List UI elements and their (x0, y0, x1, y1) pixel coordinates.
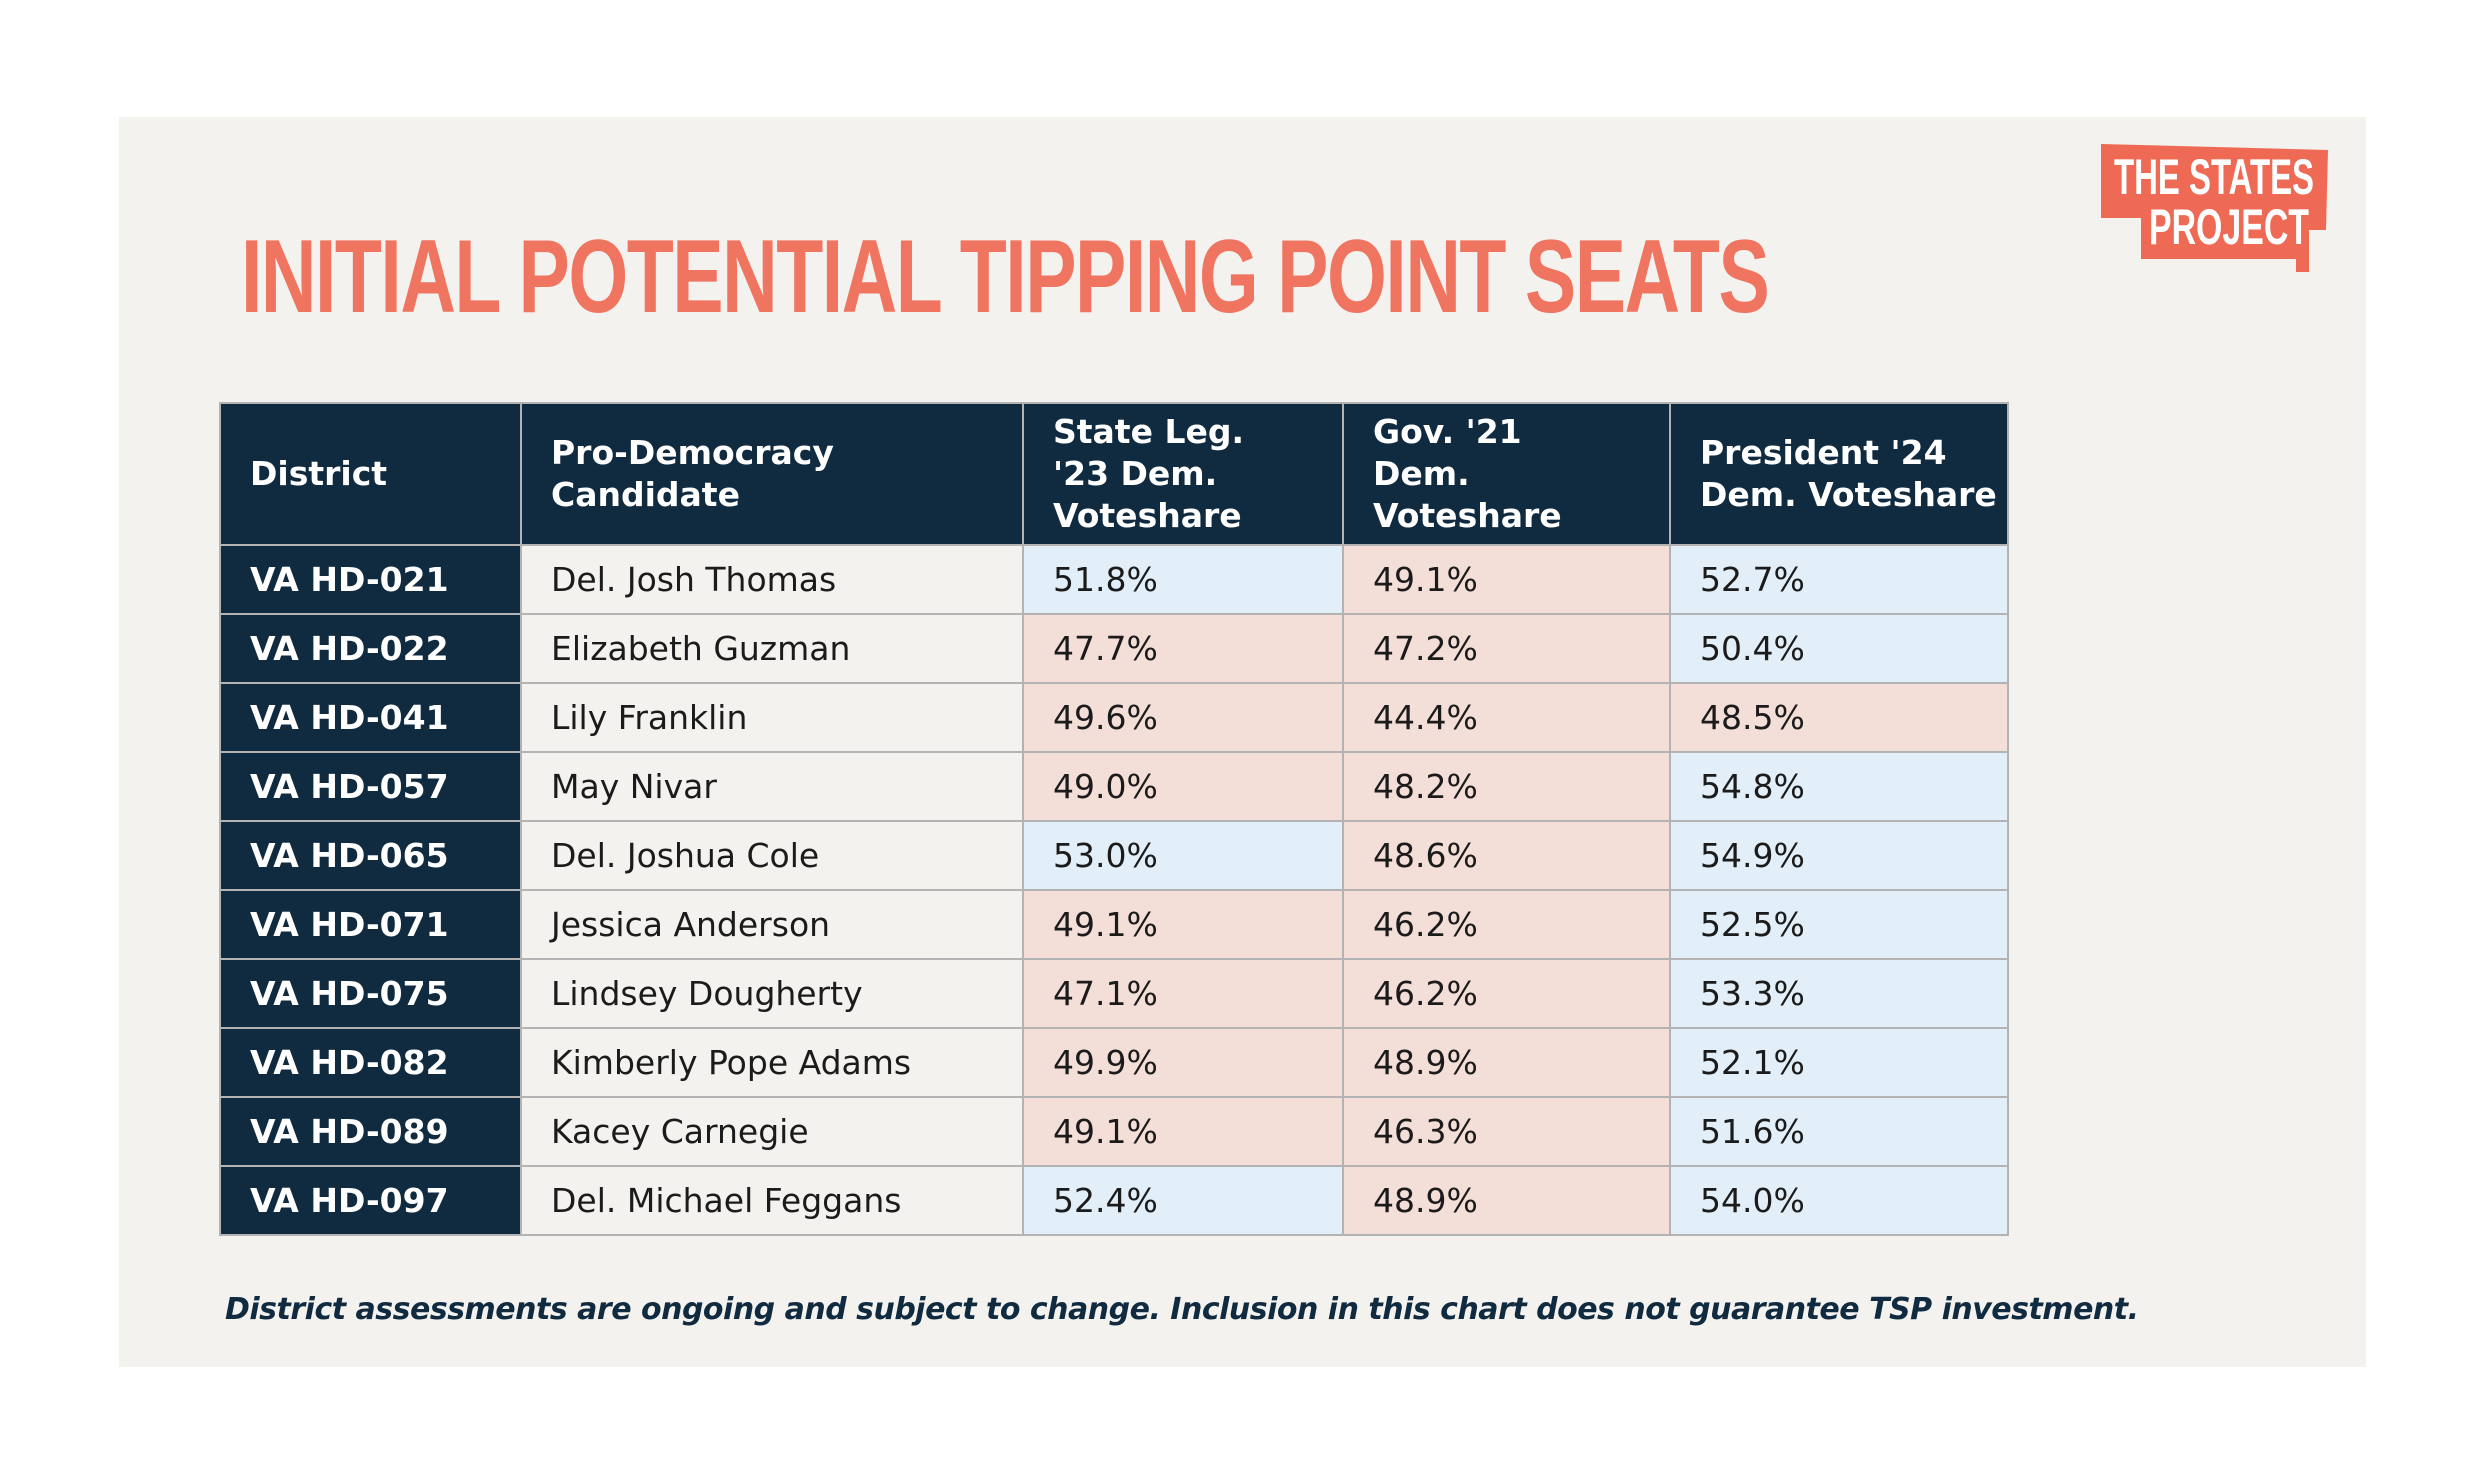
district-cell: VA HD-041 (219, 682, 522, 753)
candidate-cell: Del. Josh Thomas (520, 544, 1024, 615)
candidate-cell: Lily Franklin (520, 682, 1024, 753)
table-row: VA HD-057 May Nivar 49.0% 48.2% 54.8% (219, 751, 2009, 822)
table-row: VA HD-089 Kacey Carnegie 49.1% 46.3% 51.… (219, 1096, 2009, 1167)
candidate-cell: Jessica Anderson (520, 889, 1024, 960)
table-row: VA HD-065 Del. Joshua Cole 53.0% 48.6% 5… (219, 820, 2009, 891)
state-leg-23-cell: 53.0% (1022, 820, 1344, 891)
state-leg-23-cell: 49.6% (1022, 682, 1344, 753)
gov-21-cell: 49.1% (1342, 544, 1671, 615)
candidate-cell: Elizabeth Guzman (520, 613, 1024, 684)
candidate-cell: Del. Michael Feggans (520, 1165, 1024, 1236)
president-24-cell: 52.7% (1669, 544, 2009, 615)
header-president-24: President '24 Dem. Voteshare (1669, 402, 2009, 546)
candidate-cell: Kimberly Pope Adams (520, 1027, 1024, 1098)
president-24-cell: 54.8% (1669, 751, 2009, 822)
table-row: VA HD-022 Elizabeth Guzman 47.7% 47.2% 5… (219, 613, 2009, 684)
gov-21-cell: 48.9% (1342, 1027, 1671, 1098)
header-district: District (219, 402, 522, 546)
candidate-cell: May Nivar (520, 751, 1024, 822)
district-cell: VA HD-089 (219, 1096, 522, 1167)
president-24-cell: 52.1% (1669, 1027, 2009, 1098)
district-cell: VA HD-057 (219, 751, 522, 822)
candidate-cell: Kacey Carnegie (520, 1096, 1024, 1167)
district-cell: VA HD-071 (219, 889, 522, 960)
district-cell: VA HD-097 (219, 1165, 522, 1236)
state-leg-23-cell: 47.7% (1022, 613, 1344, 684)
header-state-leg-23: State Leg. '23 Dem. Voteshare (1022, 402, 1344, 546)
district-cell: VA HD-021 (219, 544, 522, 615)
table-row: VA HD-097 Del. Michael Feggans 52.4% 48.… (219, 1165, 2009, 1236)
header-gov-21: Gov. '21 Dem. Voteshare (1342, 402, 1671, 546)
the-states-project-logo: THE STATES PROJECT (2101, 144, 2328, 272)
table-row: VA HD-075 Lindsey Dougherty 47.1% 46.2% … (219, 958, 2009, 1029)
table-row: VA HD-041 Lily Franklin 49.6% 44.4% 48.5… (219, 682, 2009, 753)
header-candidate: Pro-Democracy Candidate (520, 402, 1024, 546)
footnote: District assessments are ongoing and sub… (225, 1292, 2139, 1327)
district-cell: VA HD-022 (219, 613, 522, 684)
logo-shape (2101, 144, 2328, 272)
candidate-cell: Del. Joshua Cole (520, 820, 1024, 891)
president-24-cell: 52.5% (1669, 889, 2009, 960)
state-leg-23-cell: 52.4% (1022, 1165, 1344, 1236)
president-24-cell: 54.9% (1669, 820, 2009, 891)
president-24-cell: 53.3% (1669, 958, 2009, 1029)
district-cell: VA HD-065 (219, 820, 522, 891)
gov-21-cell: 48.9% (1342, 1165, 1671, 1236)
state-leg-23-cell: 49.1% (1022, 889, 1344, 960)
president-24-cell: 54.0% (1669, 1165, 2009, 1236)
candidate-cell: Lindsey Dougherty (520, 958, 1024, 1029)
state-leg-23-cell: 49.1% (1022, 1096, 1344, 1167)
president-24-cell: 51.6% (1669, 1096, 2009, 1167)
logo-line-2: PROJECT (2149, 199, 2309, 255)
tipping-point-seats-table: District Pro-Democracy Candidate State L… (219, 402, 2009, 1236)
gov-21-cell: 44.4% (1342, 682, 1671, 753)
page-title: INITIAL POTENTIAL TIPPING POINT SEATS (241, 219, 1770, 335)
state-leg-23-cell: 49.9% (1022, 1027, 1344, 1098)
gov-21-cell: 46.3% (1342, 1096, 1671, 1167)
state-leg-23-cell: 47.1% (1022, 958, 1344, 1029)
table-row: VA HD-021 Del. Josh Thomas 51.8% 49.1% 5… (219, 544, 2009, 615)
gov-21-cell: 48.6% (1342, 820, 1671, 891)
president-24-cell: 48.5% (1669, 682, 2009, 753)
president-24-cell: 50.4% (1669, 613, 2009, 684)
table-row: VA HD-071 Jessica Anderson 49.1% 46.2% 5… (219, 889, 2009, 960)
slide: INITIAL POTENTIAL TIPPING POINT SEATS TH… (119, 117, 2366, 1367)
state-leg-23-cell: 49.0% (1022, 751, 1344, 822)
logo-line-1: THE STATES (2114, 149, 2314, 205)
district-cell: VA HD-075 (219, 958, 522, 1029)
gov-21-cell: 46.2% (1342, 889, 1671, 960)
gov-21-cell: 48.2% (1342, 751, 1671, 822)
district-cell: VA HD-082 (219, 1027, 522, 1098)
gov-21-cell: 46.2% (1342, 958, 1671, 1029)
state-leg-23-cell: 51.8% (1022, 544, 1344, 615)
gov-21-cell: 47.2% (1342, 613, 1671, 684)
table-header-row: District Pro-Democracy Candidate State L… (219, 402, 2009, 546)
table-row: VA HD-082 Kimberly Pope Adams 49.9% 48.9… (219, 1027, 2009, 1098)
